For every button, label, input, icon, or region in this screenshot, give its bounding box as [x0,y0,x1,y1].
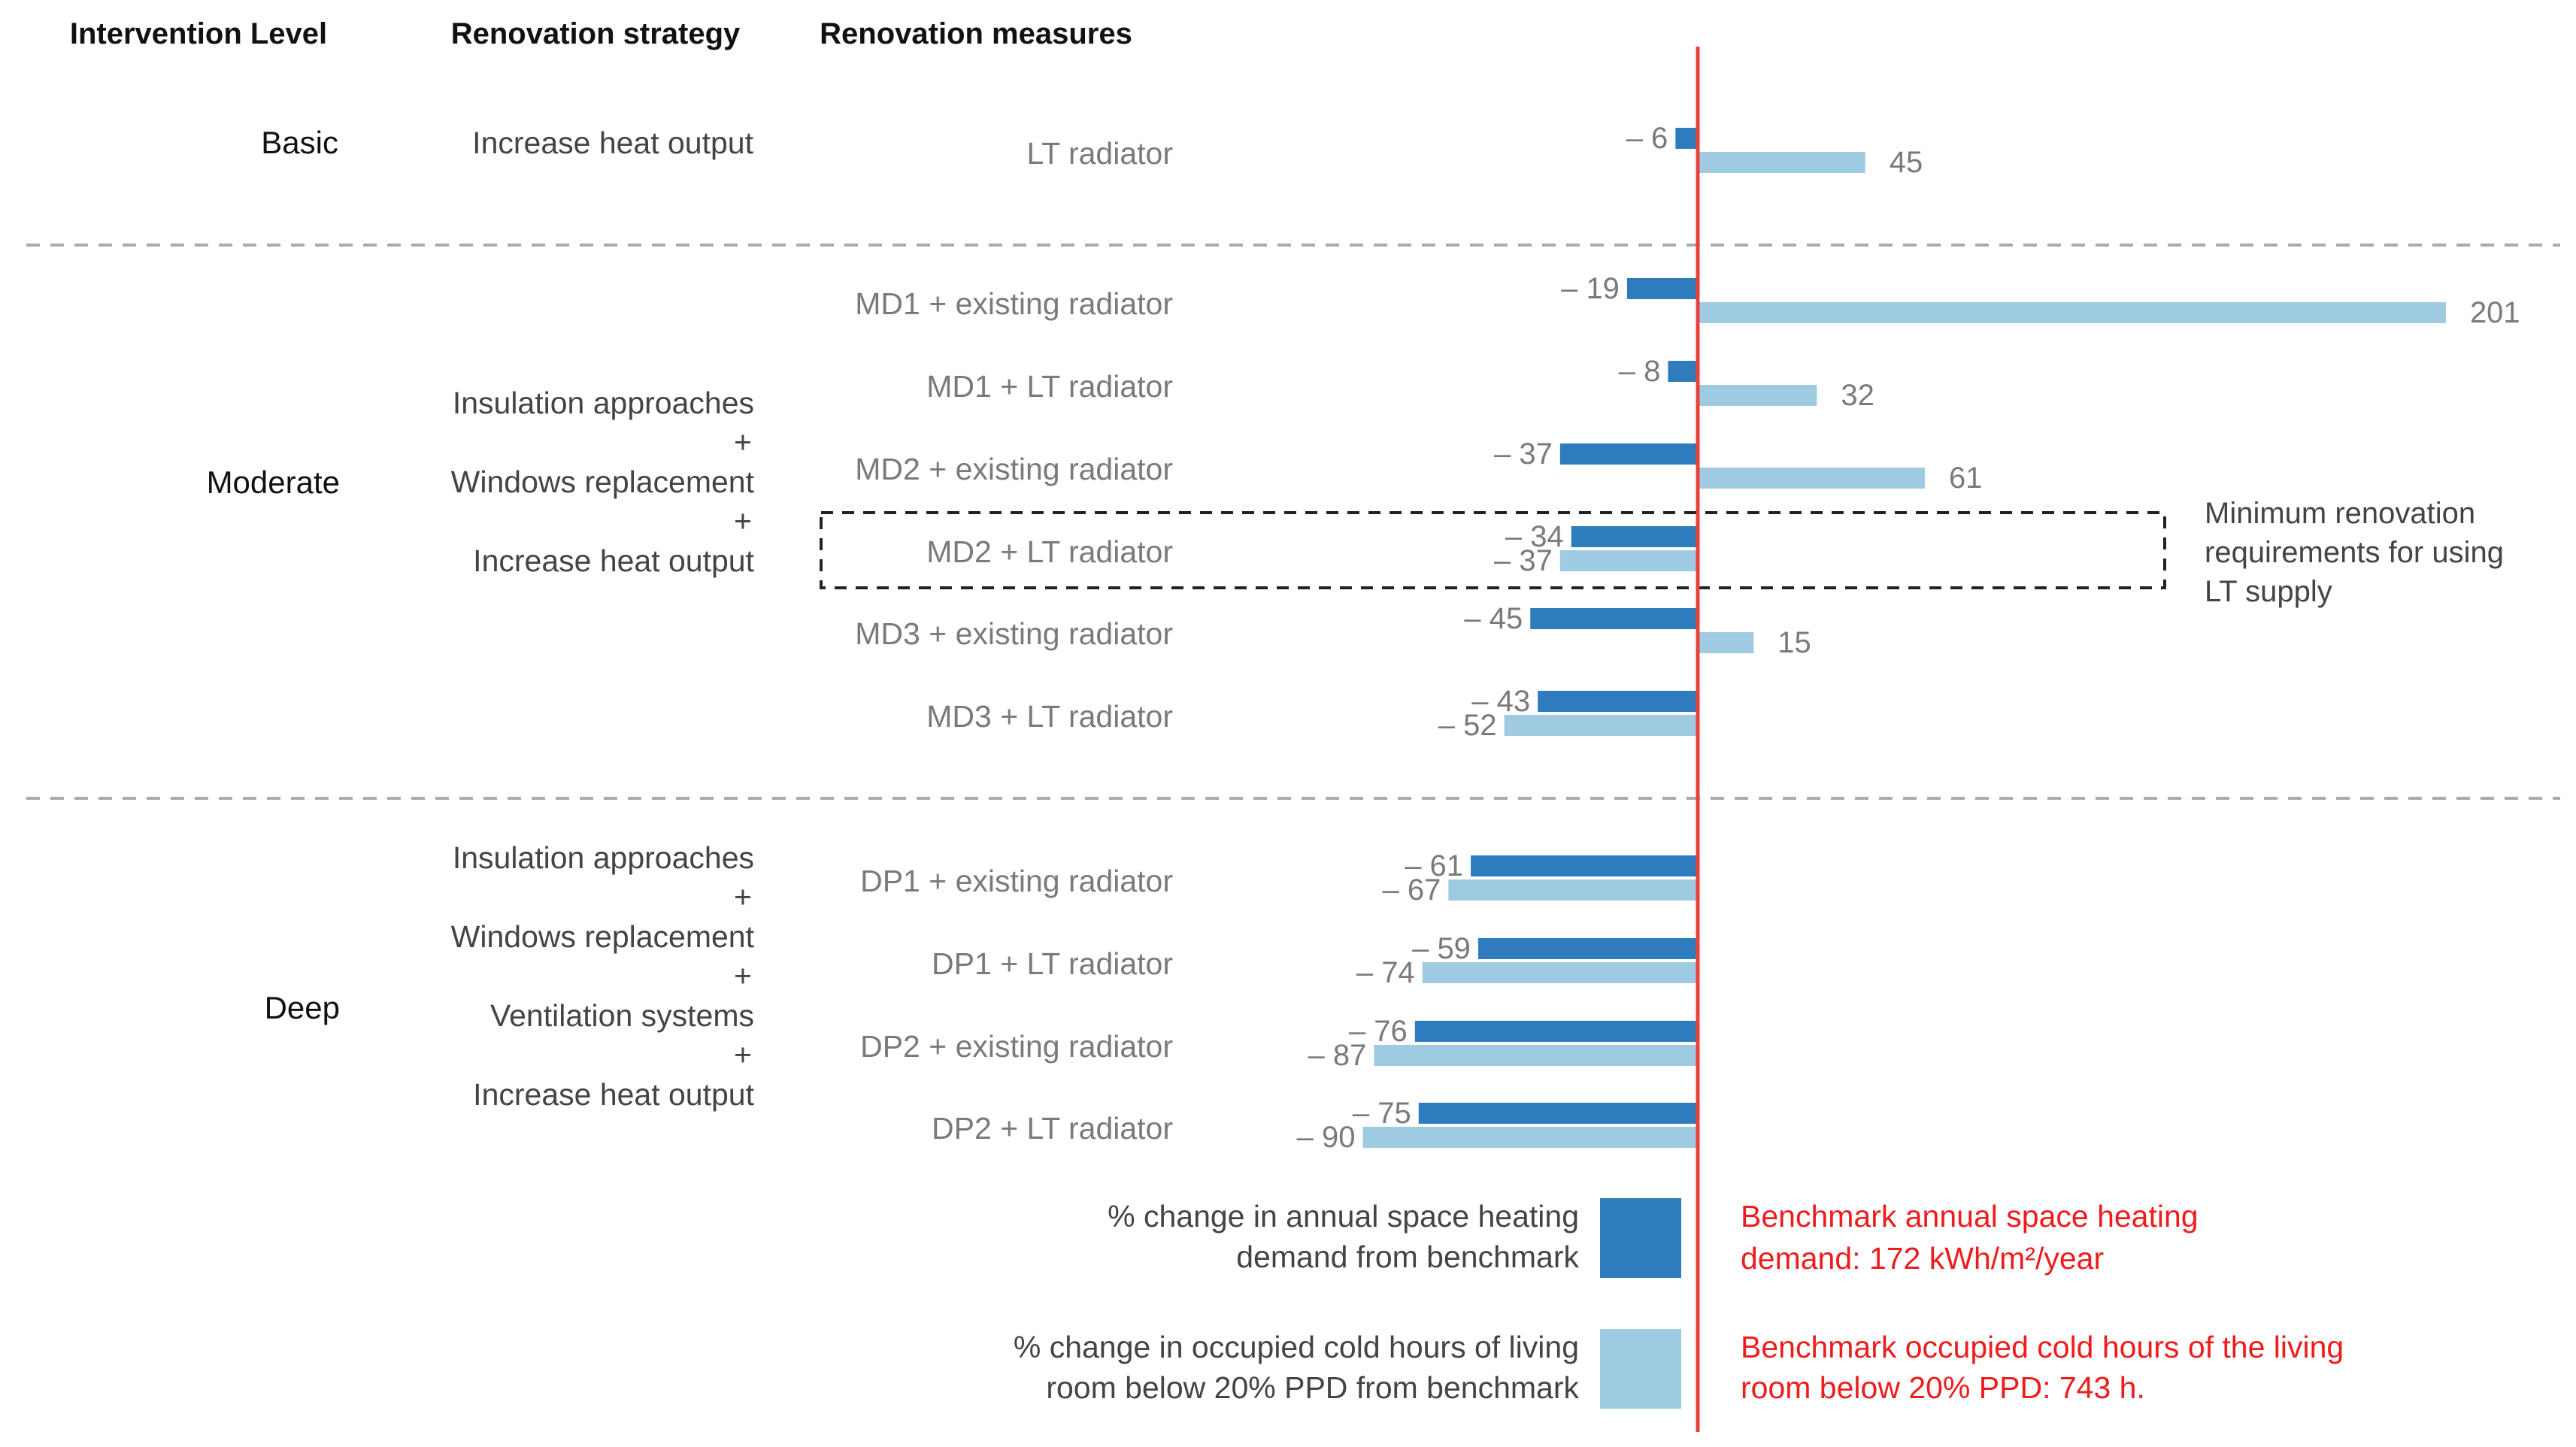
strategy-deep-line: Increase heat output [473,1077,754,1112]
bar-cold-hours [1559,550,1698,571]
legend-heating-label: % change in annual space heating [1108,1199,1579,1234]
bar-cold-hours [1422,962,1698,983]
category-label: LT radiator [1027,136,1173,171]
benchmark-cold-text: room below 20% PPD: 743 h. [1741,1370,2145,1405]
value-label-heating: – 45 [1464,602,1523,635]
strategy-deep-line: + [734,958,752,993]
bar-cold-hours [1698,302,2446,323]
legend-heating-swatch [1600,1198,1681,1278]
bar-heating-demand [1538,691,1698,712]
bar-cold-hours [1698,152,1865,173]
value-label-cold: 201 [2470,296,2520,329]
value-label-cold: – 87 [1308,1039,1366,1072]
value-label-cold: – 67 [1382,873,1441,907]
level-moderate: Moderate [207,465,340,500]
bar-cold-hours [1698,632,1754,653]
category-label: DP1 + LT radiator [932,946,1173,981]
value-label-heating: – 61 [1405,849,1463,882]
value-label-heating: – 8 [1619,355,1661,388]
bar-heating-demand [1471,855,1698,876]
legend-cold-swatch [1600,1329,1681,1409]
value-label-heating: – 37 [1494,437,1553,471]
bar-heating-demand [1626,278,1698,299]
strategy-moderate-line: Insulation approaches [453,386,754,420]
legend-heating-label: demand from benchmark [1236,1240,1579,1274]
bar-heating-demand [1414,1021,1698,1042]
value-label-cold: – 90 [1297,1121,1356,1154]
header-renovation-measures: Renovation measures [820,17,1132,50]
strategy-moderate-line: Increase heat output [473,543,754,578]
category-label: DP1 + existing radiator [860,864,1173,898]
level-deep: Deep [265,990,340,1025]
value-label-heating: – 6 [1626,122,1668,155]
legend-cold-label: % change in occupied cold hours of livin… [1014,1330,1579,1364]
bar-cold-hours [1698,468,1925,489]
category-label: DP2 + existing radiator [860,1029,1173,1064]
bar-cold-hours [1362,1127,1698,1148]
bar-heating-demand [1675,128,1698,149]
min-renovation-highlight-box [820,511,2166,589]
value-label-cold: – 74 [1356,956,1415,989]
strategy-moderate-line: Windows replacement [451,465,755,499]
value-label-cold: – 52 [1438,709,1497,742]
bar-heating-demand [1571,526,1698,547]
value-label-cold: 45 [1890,146,1923,179]
value-label-cold: 15 [1777,626,1811,659]
bar-heating-demand [1668,361,1698,382]
strategy-deep-line: Ventilation systems [490,998,754,1033]
chart-rows: LT radiator – 6 45 MD1 + existing radiator –… [855,122,2520,1154]
strategy-basic-line: Increase heat output [472,126,753,160]
bar-heating-demand [1530,608,1698,629]
category-label: MD2 + LT radiator [926,534,1173,569]
value-label-cold: 61 [1949,462,1983,495]
strategy-deep-line: + [734,1037,752,1072]
min-renovation-note: requirements for using [2205,536,2504,569]
value-label-heating: – 75 [1353,1097,1411,1130]
strategy-moderate-line: + [734,425,752,459]
header-renovation-strategy: Renovation strategy [451,17,741,50]
benchmark-cold-text: Benchmark occupied cold hours of the liv… [1741,1330,2344,1364]
min-renovation-note: LT supply [2205,575,2332,608]
bar-cold-hours [1504,715,1698,736]
legend-cold-label: room below 20% PPD from benchmark [1046,1370,1579,1405]
header-intervention-level: Intervention Level [70,17,327,50]
benchmark-heating-text: Benchmark annual space heating [1741,1199,2199,1234]
bar-heating-demand [1418,1103,1698,1124]
benchmark-heating-text: demand: 172 kWh/m²/year [1741,1241,2104,1276]
value-label-heating: – 59 [1412,932,1471,965]
strategy-deep-line: + [734,879,752,914]
bar-heating-demand [1477,938,1698,959]
bar-cold-hours [1448,879,1698,901]
category-label: DP2 + LT radiator [932,1111,1173,1146]
category-label: MD1 + LT radiator [926,369,1173,404]
bar-cold-hours [1374,1045,1698,1066]
strategy-deep-line: Insulation approaches [453,840,754,875]
value-label-heating: – 76 [1349,1015,1408,1048]
value-label-cold: – 37 [1494,544,1553,577]
category-label: MD3 + LT radiator [926,699,1173,734]
category-label: MD3 + existing radiator [855,616,1173,651]
value-label-heating: – 34 [1505,520,1564,553]
min-renovation-note: Minimum renovation [2205,497,2475,530]
strategy-deep-line: Windows replacement [451,919,755,954]
bar-cold-hours [1698,385,1817,406]
bar-heating-demand [1559,443,1698,465]
category-label: MD2 + existing radiator [855,452,1173,486]
value-label-cold: 32 [1841,379,1874,412]
value-label-heating: – 43 [1471,685,1530,718]
value-label-heating: – 19 [1561,272,1620,305]
level-basic: Basic [261,125,338,160]
strategy-moderate-line: + [734,504,752,538]
category-label: MD1 + existing radiator [855,286,1173,321]
